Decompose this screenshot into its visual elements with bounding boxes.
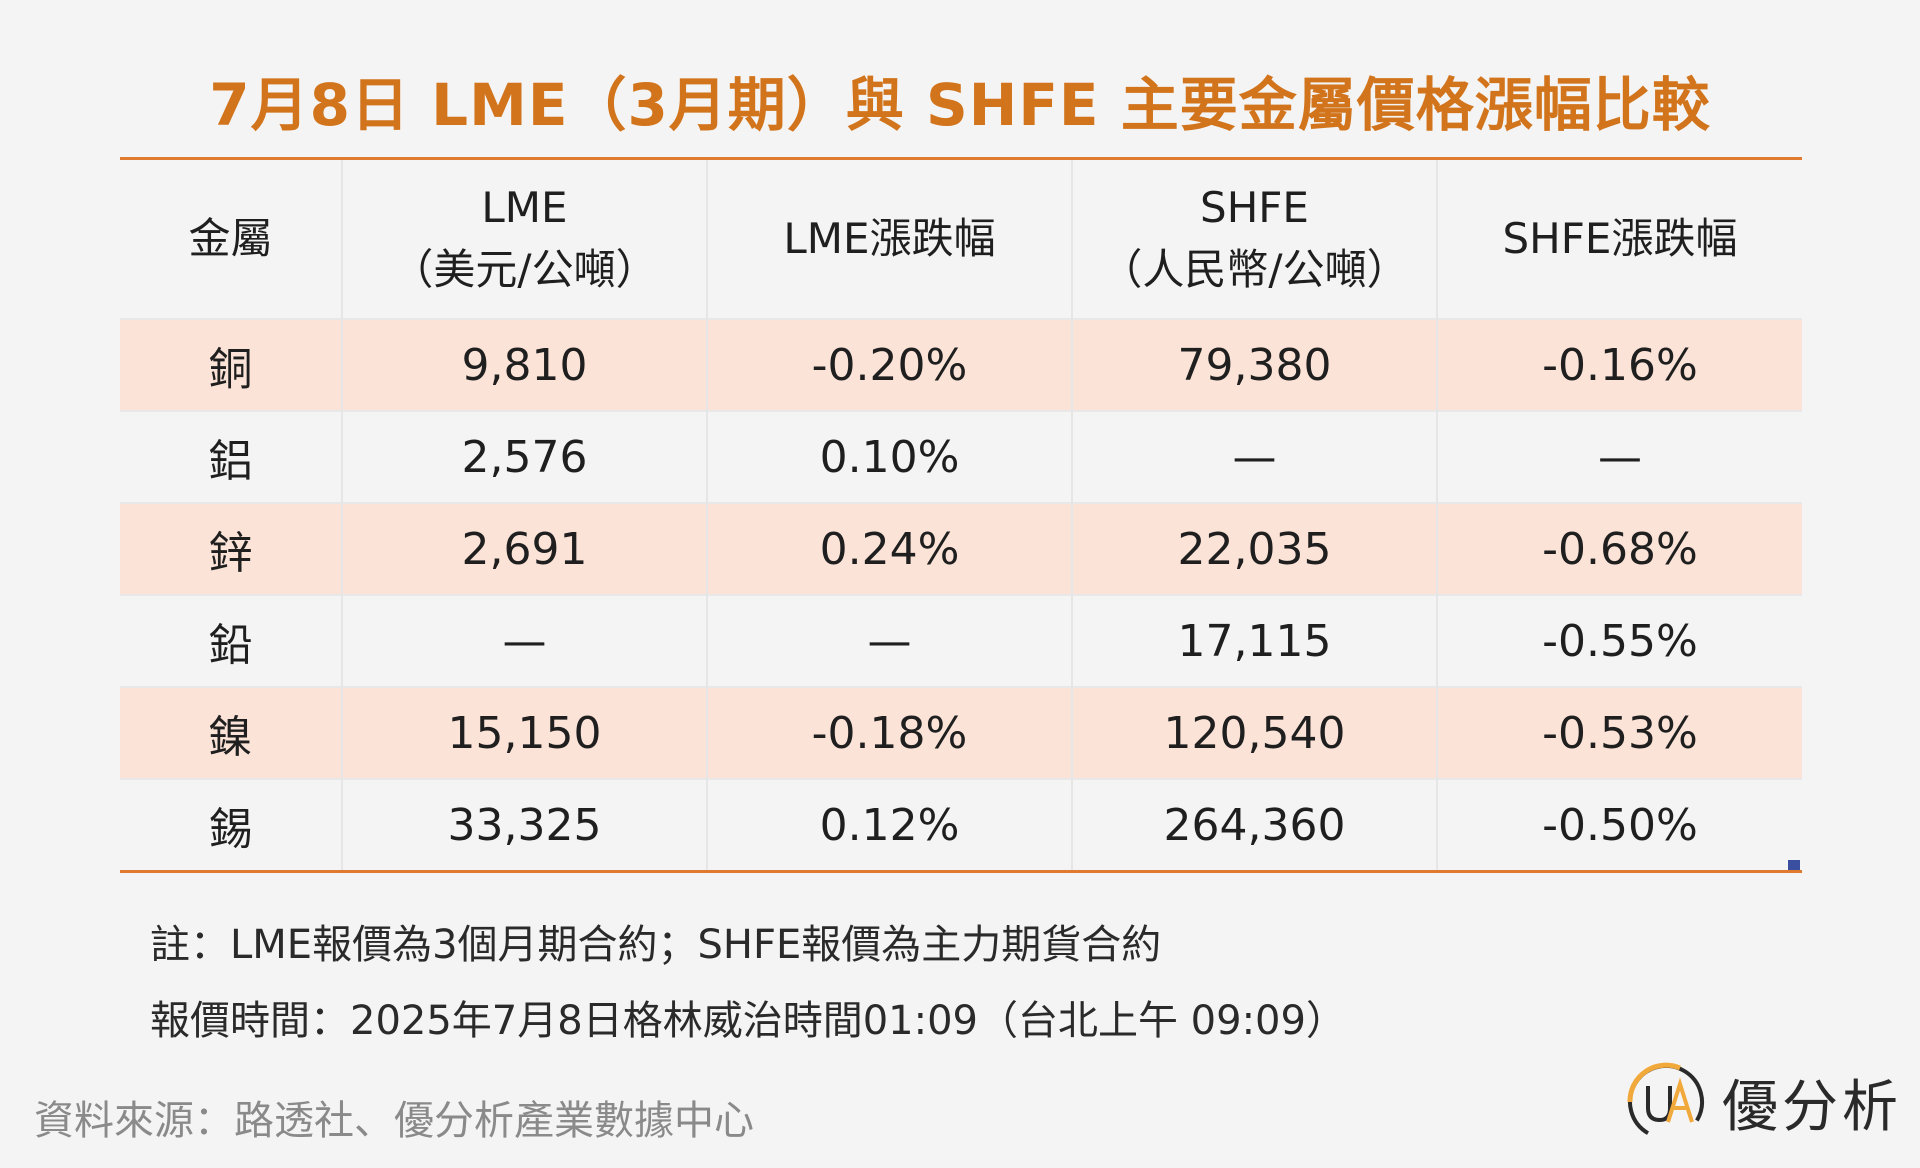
header-label: SHFE — [1200, 183, 1309, 232]
metal-cell: 銅 — [120, 318, 342, 411]
lme-change-cell: 0.10% — [706, 410, 1072, 503]
lme-price-cell: 2,691 — [341, 502, 707, 595]
shfe-price-cell: — — [1071, 410, 1437, 503]
shfe-change-cell: -0.68% — [1436, 502, 1802, 595]
data-source: 資料來源：路透社、優分析產業數據中心 — [34, 1098, 754, 1144]
table-row: 鋁 2,576 0.10% — — — [120, 410, 1802, 503]
lme-price-cell: 33,325 — [341, 778, 707, 870]
header-lme-change: LME漲跌幅 — [706, 160, 1072, 319]
lme-price-cell: 9,810 — [341, 318, 707, 411]
lme-price-cell: 2,576 — [341, 410, 707, 503]
header-shfe-change: SHFE漲跌幅 — [1436, 160, 1802, 319]
metal-cell: 鎳 — [120, 686, 342, 779]
shfe-price-cell: 120,540 — [1071, 686, 1437, 779]
lme-change-cell: 0.12% — [706, 778, 1072, 870]
header-lme-price: LME （美元/公噸） — [341, 160, 707, 319]
header-unit: （美元/公噸） — [391, 245, 658, 294]
brand-name: 優分析 — [1722, 1074, 1902, 1140]
header-label: LME漲跌幅 — [783, 214, 996, 263]
lme-change-cell: 0.24% — [706, 502, 1072, 595]
header-label: 金屬 — [188, 214, 273, 263]
note-contract: 註：LME報價為3個月期合約；SHFE報價為主力期貨合約 — [150, 922, 1162, 968]
price-comparison-table: 金屬 LME （美元/公噸） LME漲跌幅 SHFE （人民幣/公噸） SHFE… — [120, 157, 1802, 873]
table-row: 鉛 — — 17,115 -0.55% — [120, 594, 1802, 687]
ua-logo-icon — [1627, 1062, 1704, 1140]
note-quote-time: 報價時間：2025年7月8日格林威治時間01:09（台北上午 09:09） — [150, 998, 1346, 1044]
table-row: 鎳 15,150 -0.18% 120,540 -0.53% — [120, 686, 1802, 779]
lme-change-cell: — — [706, 594, 1072, 687]
metal-cell: 錫 — [120, 778, 342, 870]
lme-price-cell: — — [341, 594, 707, 687]
header-label: LME — [481, 183, 568, 232]
table-row: 錫 33,325 0.12% 264,360 -0.50% — [120, 778, 1802, 870]
table-row: 鋅 2,691 0.24% 22,035 -0.68% — [120, 502, 1802, 595]
shfe-price-cell: 22,035 — [1071, 502, 1437, 595]
shfe-price-cell: 264,360 — [1071, 778, 1437, 870]
page-title: 7月8日 LME（3月期）與 SHFE 主要金屬價格漲幅比較 — [209, 71, 1711, 139]
shfe-price-cell: 17,115 — [1071, 594, 1437, 687]
metal-cell: 鉛 — [120, 594, 342, 687]
lme-change-cell: -0.20% — [706, 318, 1072, 411]
shfe-change-cell: -0.16% — [1436, 318, 1802, 411]
lme-price-cell: 15,150 — [341, 686, 707, 779]
table-row: 銅 9,810 -0.20% 79,380 -0.16% — [120, 318, 1802, 411]
shfe-change-cell: -0.50% — [1436, 778, 1802, 870]
header-label: SHFE漲跌幅 — [1502, 214, 1738, 263]
header-unit: （人民幣/公噸） — [1100, 245, 1409, 294]
header-metal: 金屬 — [120, 160, 342, 319]
shfe-price-cell: 79,380 — [1071, 318, 1437, 411]
brand-logo: 優分析 — [1624, 1054, 1902, 1150]
shfe-change-cell: — — [1436, 410, 1802, 503]
table-header-row: 金屬 LME （美元/公噸） LME漲跌幅 SHFE （人民幣/公噸） SHFE… — [120, 160, 1802, 319]
lme-change-cell: -0.18% — [706, 686, 1072, 779]
metal-cell: 鋅 — [120, 502, 342, 595]
corner-mark — [1788, 860, 1800, 870]
shfe-change-cell: -0.53% — [1436, 686, 1802, 779]
header-shfe-price: SHFE （人民幣/公噸） — [1071, 160, 1437, 319]
metal-cell: 鋁 — [120, 410, 342, 503]
shfe-change-cell: -0.55% — [1436, 594, 1802, 687]
